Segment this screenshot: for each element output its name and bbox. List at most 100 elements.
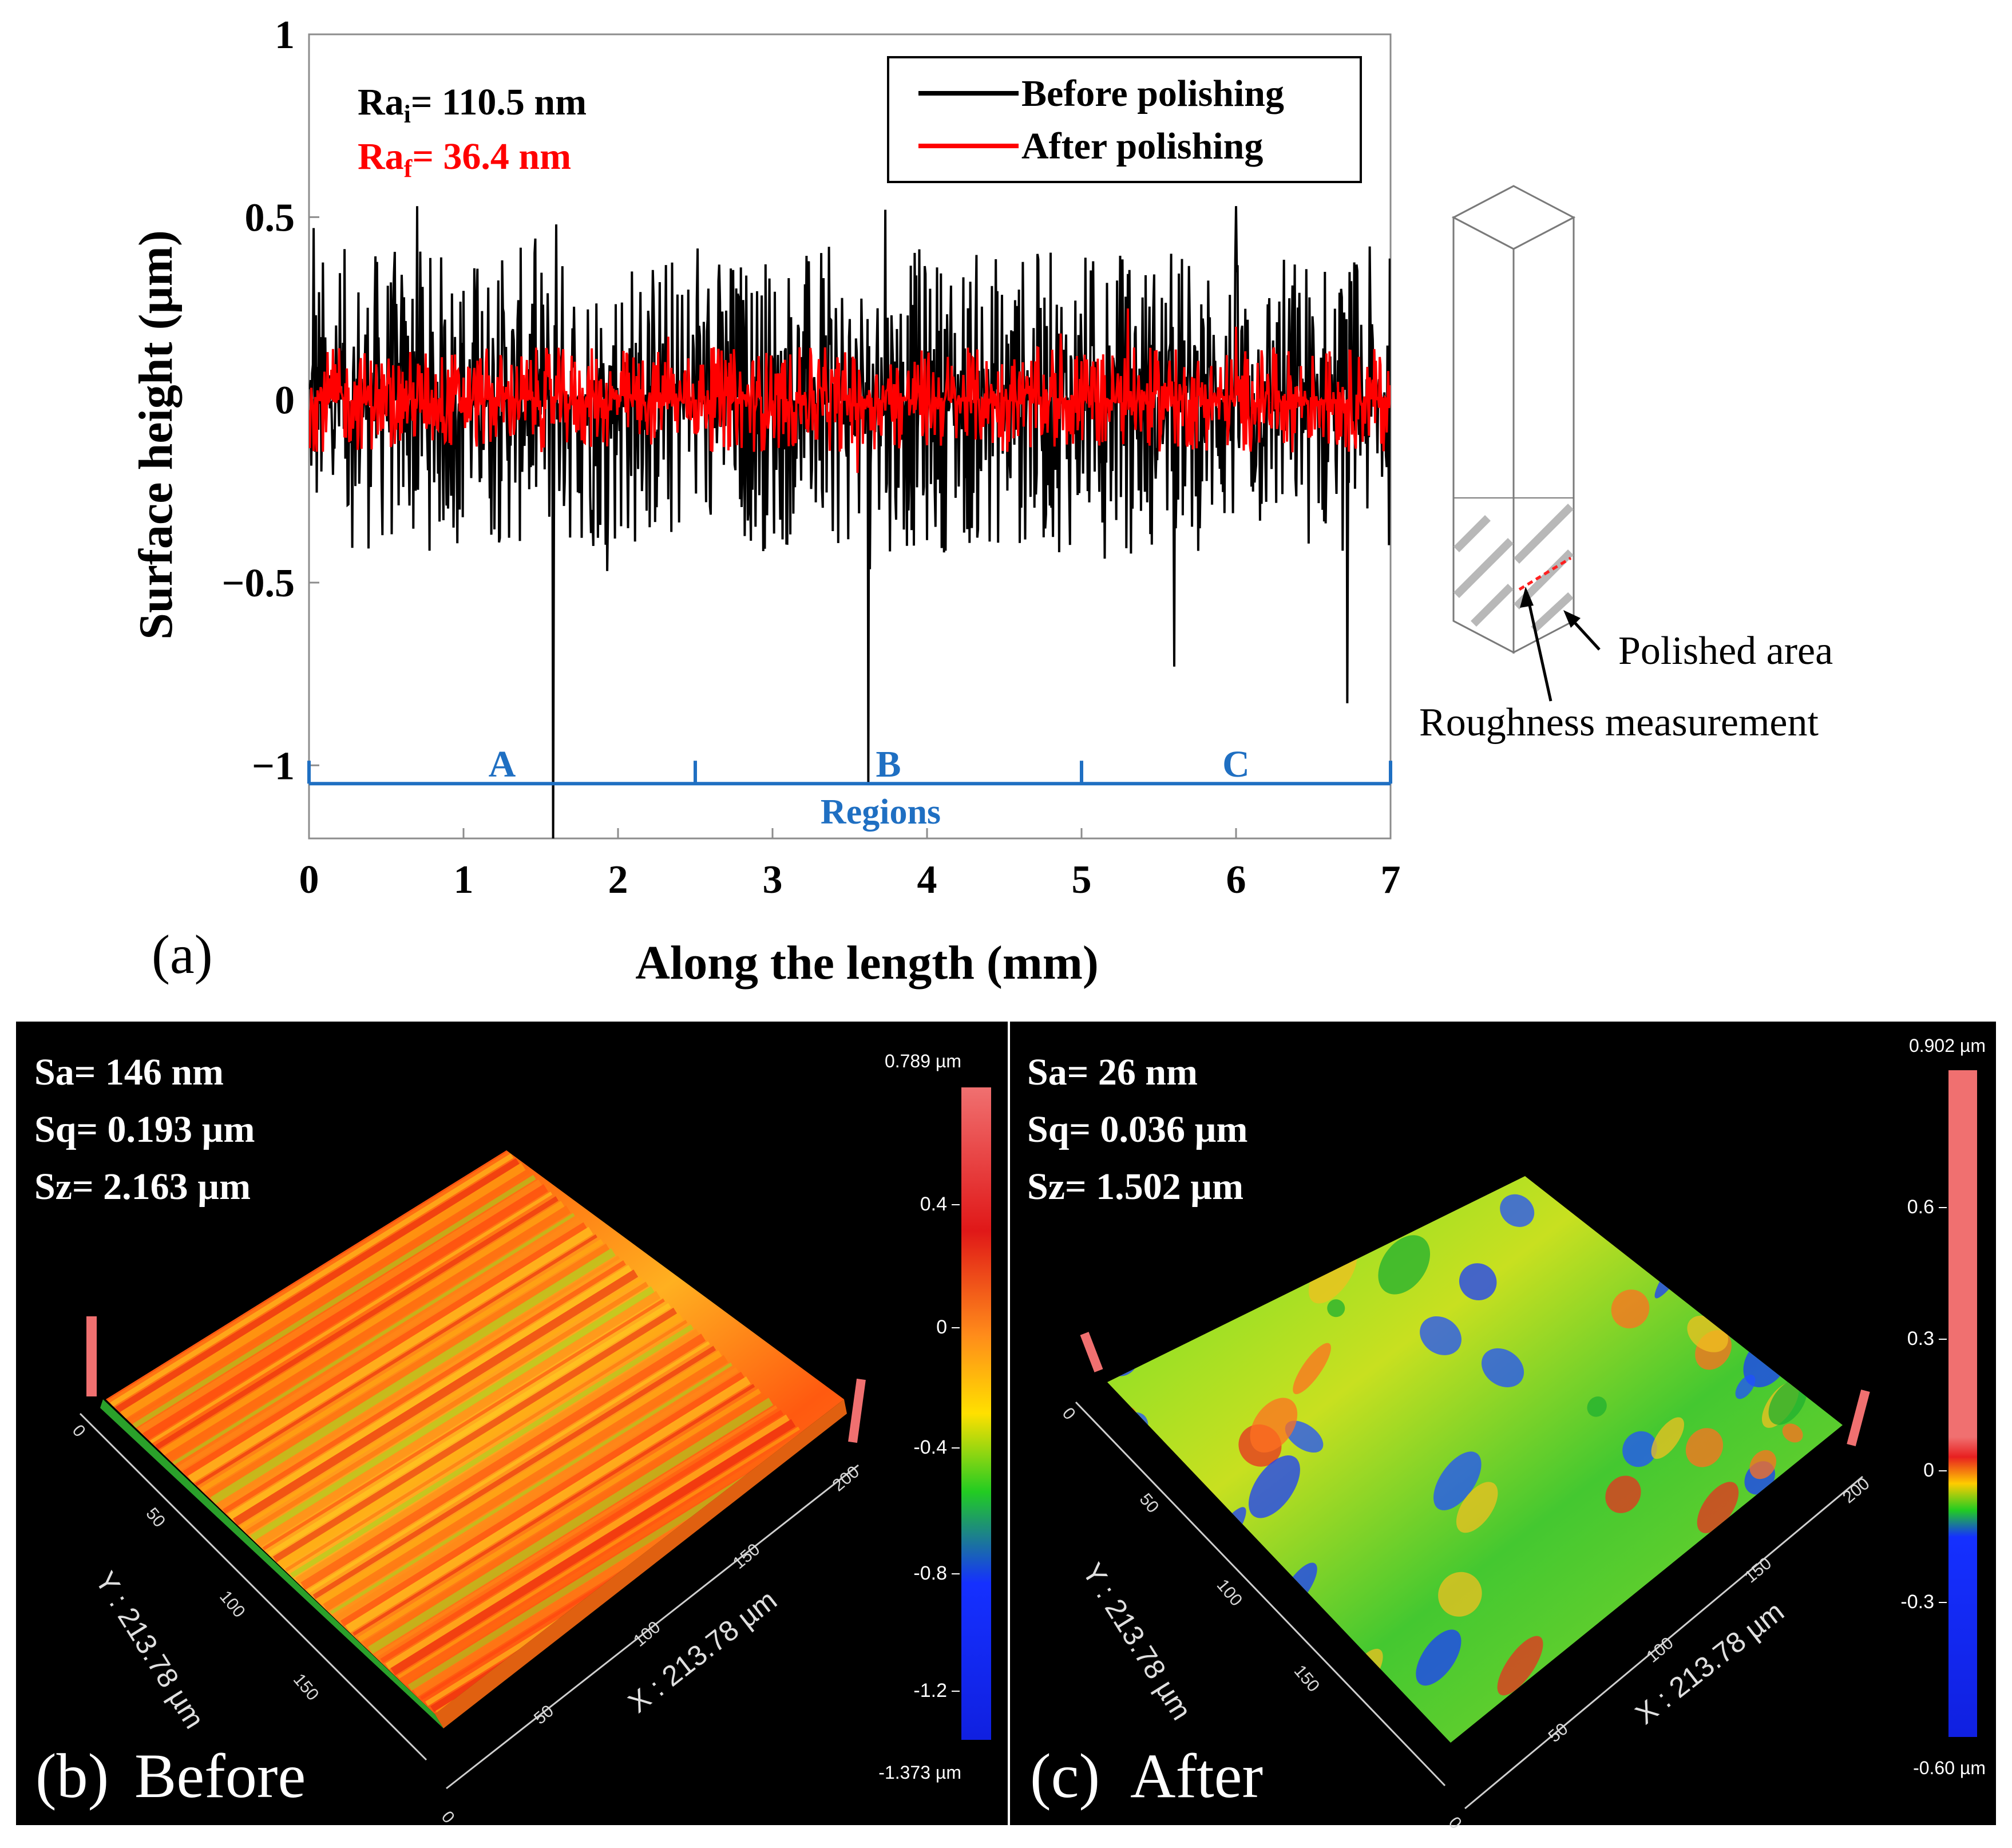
surface-patch	[1697, 1482, 1739, 1533]
surface-stripe	[272, 1307, 678, 1563]
surface-patch	[1587, 1396, 1607, 1417]
surface-patch	[1378, 1235, 1431, 1295]
surface-stripe	[150, 1192, 553, 1444]
panel-label-b: (b)	[35, 1741, 109, 1811]
x-tick-label: 6	[1226, 858, 1246, 902]
surface-stripe	[353, 1384, 755, 1636]
surface-stripe	[340, 1371, 745, 1627]
surface-patch	[1250, 1398, 1298, 1453]
surface-stripe	[245, 1281, 649, 1536]
colorbar-tick-label: 0	[936, 1316, 947, 1338]
panel-label-a: (a)	[152, 924, 213, 985]
surface-patch	[1611, 1289, 1650, 1329]
x-axis-line-b	[446, 1464, 859, 1790]
surface-stripe	[233, 1269, 639, 1526]
region-label: C	[1222, 743, 1250, 785]
surface-stripe	[188, 1226, 593, 1483]
x-axis-label: Along the length (mm)	[635, 936, 1099, 990]
measurement-line	[1518, 556, 1572, 591]
x-tick-label: 3	[763, 858, 783, 902]
surface-patch	[1500, 1194, 1535, 1227]
line-chart-panel: −1 −0.5 0 0.5 1 0 1 2 3 4 5 6 7 A B C Regions Rai= 110…	[129, 13, 1401, 990]
surface-stripe	[255, 1291, 661, 1548]
surface-stripe	[205, 1243, 610, 1499]
colorbar-tick-label: 0	[1923, 1459, 1934, 1481]
surface-patch	[1248, 1455, 1300, 1518]
panel-title-after: After	[1130, 1741, 1263, 1811]
surface-stripe	[195, 1234, 597, 1486]
surface-stripe	[402, 1431, 806, 1685]
arrowhead-polished-area	[1563, 610, 1581, 628]
surface-stripe	[335, 1367, 739, 1621]
surface-patch	[1685, 1428, 1724, 1467]
surface-stripe	[323, 1355, 728, 1612]
colorbar-max-before: 0.789 µm	[885, 1051, 961, 1071]
surface-stripe	[307, 1341, 710, 1593]
corner-marker-c1	[1080, 1332, 1103, 1372]
surface-stripe	[267, 1303, 671, 1557]
surface-stripe	[380, 1410, 784, 1664]
x-axis-line-c	[1464, 1475, 1863, 1810]
ra-initial-annotation: Rai= 110.5 nm	[358, 81, 587, 128]
surface-stripe	[300, 1333, 706, 1590]
surface-stripe	[172, 1213, 575, 1465]
surface-stripe	[318, 1350, 722, 1605]
surface-patch	[1327, 1299, 1345, 1317]
series-after-polishing	[309, 308, 1391, 473]
surface-stripe	[290, 1324, 694, 1578]
surface-stripe	[137, 1179, 542, 1435]
surface-patch	[1782, 1423, 1803, 1443]
y-axis-line-c	[1075, 1401, 1446, 1787]
surface-patch	[1651, 1417, 1685, 1459]
surface-stripe	[240, 1277, 643, 1529]
corner-marker-b2	[848, 1378, 866, 1443]
specimen-schematic: Polished area Roughness measurement	[1419, 185, 1833, 745]
legend-label-before: Before polishing	[1021, 73, 1284, 114]
surface-patch	[1497, 1636, 1543, 1696]
label-roughness-measurement: Roughness measurement	[1419, 701, 1819, 745]
surface-patch	[1285, 1420, 1324, 1453]
legend-box	[887, 56, 1362, 183]
surface-stripe	[177, 1217, 581, 1471]
x-tick-label: 4	[917, 858, 937, 902]
colorbar-min-after: -0.60 µm	[1913, 1758, 1986, 1778]
surface-stripe	[312, 1346, 716, 1600]
surface-patch	[1735, 1374, 1756, 1399]
surface-stripe	[155, 1196, 559, 1450]
x-axis: 0 1 2 3 4 5 6 7	[299, 828, 1401, 902]
surface-stripe	[363, 1393, 767, 1648]
surface-stripe	[127, 1170, 530, 1422]
stat-sz-before: Sz= 2.163 µm	[34, 1166, 251, 1208]
colorbar-ticks-before: 0.4 0 -0.4 -0.8 -1.2	[913, 1193, 960, 1701]
surface-stripe	[200, 1238, 604, 1493]
surface-stripe	[358, 1388, 761, 1642]
surface-patch	[1433, 1451, 1482, 1510]
stat-sq-before: Sq= 0.193 µm	[34, 1109, 255, 1150]
regions-annotation: A B C Regions	[307, 743, 1392, 832]
regions-title: Regions	[821, 793, 941, 832]
y-tick-label: 0.5	[245, 196, 295, 240]
stat-sa-before: Sa= 146 nm	[34, 1051, 224, 1093]
surface-stripe	[390, 1419, 796, 1676]
colorbar-tick-label: 0.6	[1907, 1196, 1934, 1218]
surface-patch	[1416, 1629, 1462, 1686]
colorbar-tick-label: -1.2	[913, 1680, 947, 1701]
x-tick-label: 2	[608, 858, 628, 902]
y-tick-label: 1	[275, 13, 295, 57]
surface-patch	[1622, 1431, 1657, 1467]
surface-stripe	[183, 1222, 587, 1477]
y-axis-label: Surface height (µm)	[129, 230, 183, 640]
surface-patch	[1482, 1348, 1524, 1387]
surface-patch	[1605, 1475, 1641, 1513]
y-tick-label: −0.5	[222, 561, 295, 606]
x-tick-label: 0	[299, 858, 319, 902]
arrowhead-roughness-measurement	[1520, 587, 1534, 608]
surface-stripe	[250, 1286, 655, 1541]
surface-stripe	[115, 1158, 520, 1413]
surface-stripe	[285, 1320, 688, 1572]
surface-stripe	[368, 1398, 774, 1655]
x-tick-label: 1	[454, 858, 474, 902]
region-label: B	[876, 743, 901, 785]
